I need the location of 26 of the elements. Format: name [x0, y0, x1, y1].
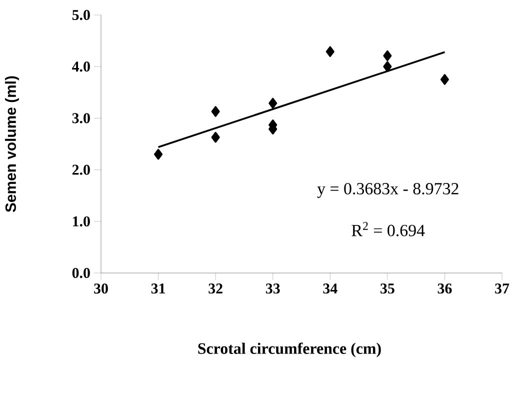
- y-tick-label: 4.0: [72, 62, 90, 72]
- y-tick-label: 5.0: [72, 10, 90, 20]
- x-tick-label: 34: [323, 284, 338, 294]
- y-tick-label: 2.0: [72, 164, 90, 175]
- x-tick-label: 31: [151, 284, 165, 294]
- point: [268, 98, 278, 109]
- y-tick-label: 1.0: [73, 216, 90, 226]
- annotation: y = 0.3683x - 8.9732: [317, 182, 458, 198]
- x-tick-label: 35: [380, 284, 394, 294]
- point: [326, 46, 334, 58]
- point: [154, 148, 163, 160]
- point: [211, 106, 220, 117]
- point: [440, 74, 449, 85]
- x-tick-label: 36: [438, 284, 452, 294]
- x-tick-label: 37: [495, 284, 510, 294]
- y-tick-label: 3.0: [72, 113, 90, 124]
- x-tick-label: 30: [94, 284, 108, 294]
- x-tick-label: 32: [208, 284, 222, 294]
- y-tick-label: 0.0: [72, 268, 90, 278]
- y-axis-title: Semen volume (ml): [5, 76, 19, 212]
- point: [211, 132, 220, 143]
- x-axis-title: Scrotal circumference (cm): [198, 342, 381, 358]
- point: [383, 61, 392, 72]
- x-tick-label: 33: [266, 284, 280, 294]
- annotation: R$^{2}$ = 0.694: [352, 222, 425, 236]
- point: [383, 50, 392, 62]
